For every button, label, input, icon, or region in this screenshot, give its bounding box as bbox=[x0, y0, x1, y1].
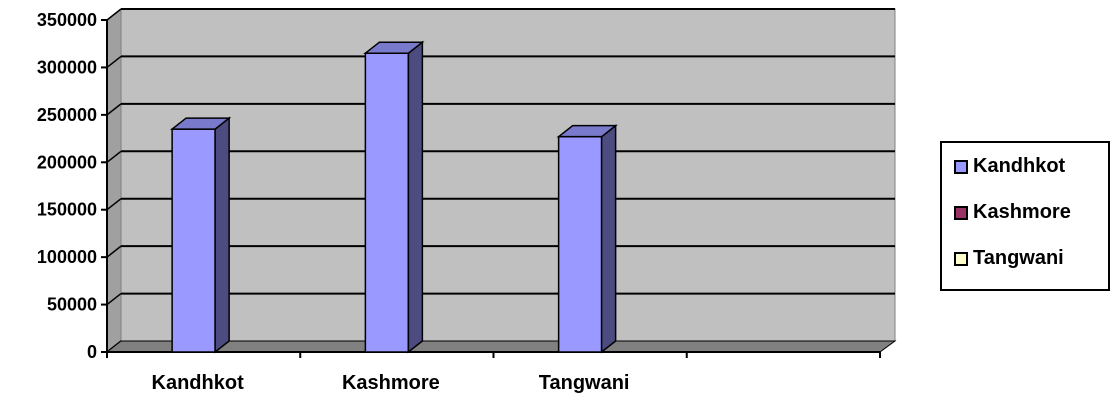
legend-swatch-tangwani bbox=[954, 251, 968, 266]
y-tick-label: 200000 bbox=[37, 152, 97, 172]
bar-side-kandhkot bbox=[214, 116, 230, 354]
legend-swatch-kandhkot bbox=[954, 159, 968, 174]
bar-top-kandhkot bbox=[169, 117, 232, 130]
x-tick-label-tangwani: Tangwani bbox=[539, 372, 630, 394]
grid-connector bbox=[106, 103, 122, 116]
y-tick-label: 350000 bbox=[37, 10, 97, 30]
grid-connector bbox=[106, 292, 122, 306]
bar-top-tangwani bbox=[556, 124, 618, 138]
grid-connector bbox=[106, 150, 122, 163]
legend-label-tangwani: Tangwani bbox=[973, 247, 1064, 269]
bar-side-kashmore bbox=[407, 40, 424, 354]
grid-connector bbox=[106, 245, 122, 258]
grid-connector bbox=[106, 8, 122, 21]
bar-kandhkot bbox=[171, 128, 216, 353]
legend-label-kashmore: Kashmore bbox=[973, 201, 1071, 223]
legend-item-kashmore: Kashmore bbox=[954, 201, 1071, 224]
y-tick-label: 300000 bbox=[37, 57, 97, 77]
legend-item-kandhkot: Kandhkot bbox=[954, 155, 1065, 178]
y-tick-label: 100000 bbox=[37, 247, 97, 267]
legend-label-kandhkot: Kandhkot bbox=[973, 155, 1066, 177]
y-tick-label: 50000 bbox=[47, 295, 97, 315]
legend-swatch-kashmore bbox=[954, 205, 968, 220]
chart-legend: Kandhkot Kashmore Tangwani bbox=[940, 141, 1110, 291]
grid-connector bbox=[106, 198, 122, 211]
y-tick-label: 150000 bbox=[37, 200, 97, 220]
y-tick-label: 0 bbox=[87, 342, 97, 362]
bar-tangwani bbox=[557, 135, 603, 353]
legend-item-tangwani: Tangwani bbox=[954, 247, 1064, 270]
grid-connector bbox=[106, 55, 122, 69]
x-tick-label-kashmore: Kashmore bbox=[342, 372, 440, 394]
plot-side-wall bbox=[106, 7, 122, 354]
y-tick-label: 250000 bbox=[37, 105, 97, 125]
x-tick-label-kandhkot: Kandhkot bbox=[152, 372, 245, 394]
bar-side-tangwani bbox=[600, 124, 617, 354]
bar-top-kashmore bbox=[363, 41, 425, 54]
plot-back-wall bbox=[120, 8, 896, 342]
bar-kashmore bbox=[364, 52, 410, 353]
